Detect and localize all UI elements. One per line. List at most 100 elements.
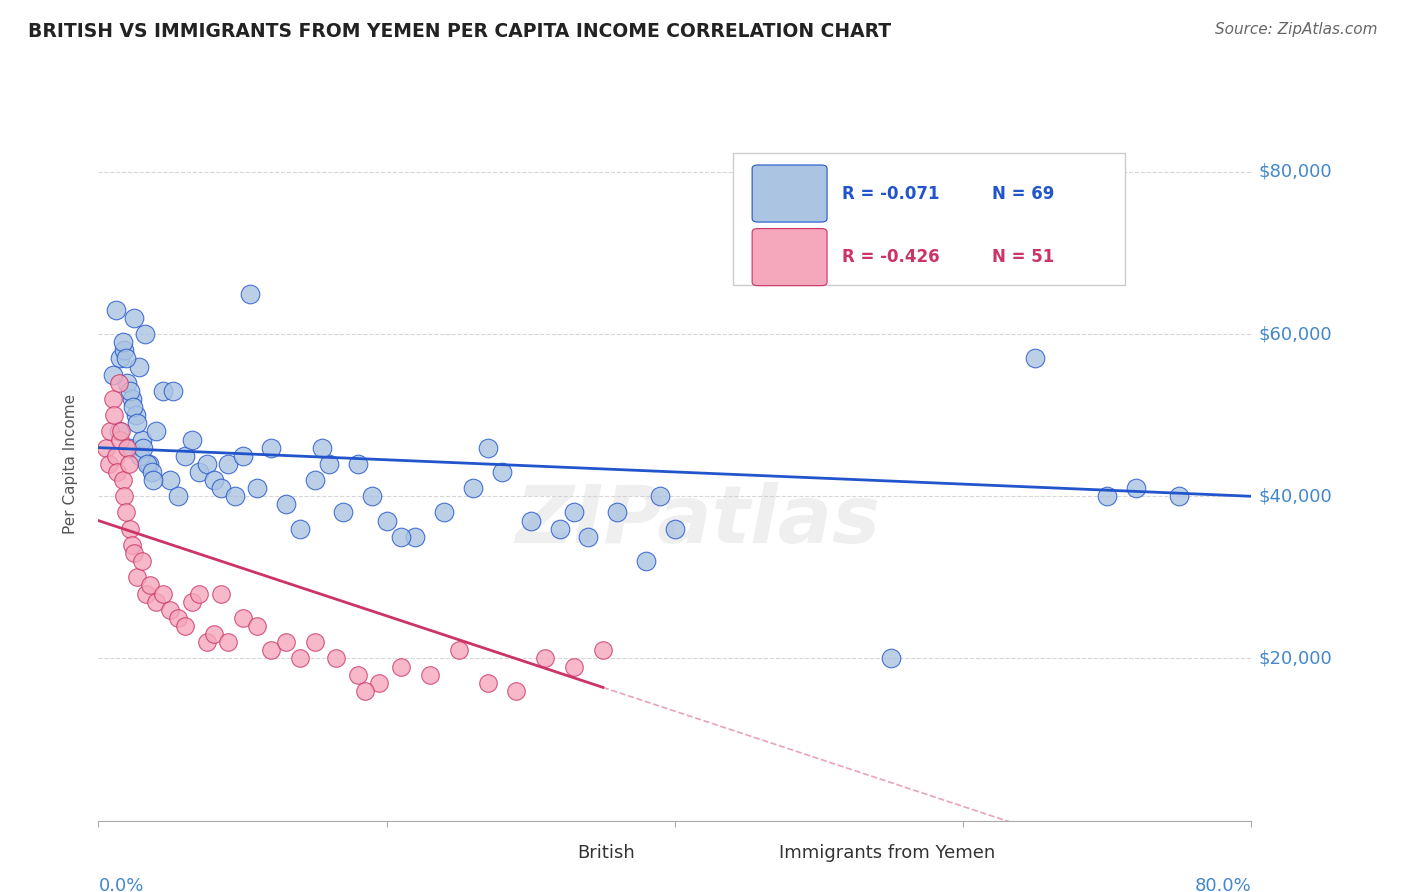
Point: [105, 465, 128, 479]
Point: [231, 611, 254, 625]
Point: [195, 635, 218, 649]
Text: British: British: [576, 844, 634, 862]
Point: [107, 425, 129, 439]
Point: [111, 335, 134, 350]
FancyBboxPatch shape: [752, 228, 827, 285]
Point: [389, 659, 412, 673]
Point: [174, 449, 197, 463]
Point: [318, 457, 340, 471]
Point: [138, 457, 160, 471]
Point: [112, 489, 135, 503]
Text: $60,000: $60,000: [1258, 325, 1331, 343]
Point: [477, 675, 499, 690]
Point: [112, 343, 135, 358]
Point: [129, 449, 152, 463]
Point: [1097, 489, 1119, 503]
Point: [114, 506, 136, 520]
Text: 80.0%: 80.0%: [1195, 878, 1251, 892]
Point: [650, 489, 672, 503]
Point: [325, 651, 347, 665]
Point: [125, 408, 148, 422]
Point: [311, 441, 333, 455]
Point: [101, 368, 124, 382]
Point: [114, 351, 136, 366]
Point: [246, 481, 269, 495]
Point: [231, 449, 254, 463]
Text: R = -0.426: R = -0.426: [842, 248, 939, 266]
Point: [195, 457, 218, 471]
Point: [118, 457, 141, 471]
Point: [505, 684, 527, 698]
Point: [209, 481, 232, 495]
Point: [534, 651, 557, 665]
Point: [145, 425, 167, 439]
Point: [461, 481, 484, 495]
Point: [121, 392, 143, 406]
Point: [389, 530, 412, 544]
Point: [124, 310, 146, 325]
Point: [134, 327, 156, 342]
Point: [181, 433, 204, 447]
Point: [346, 667, 368, 681]
Text: $80,000: $80,000: [1258, 163, 1331, 181]
Point: [224, 489, 246, 503]
Point: [447, 643, 470, 657]
Point: [117, 376, 138, 390]
Point: [131, 433, 153, 447]
Point: [548, 522, 571, 536]
Point: [108, 351, 131, 366]
Point: [159, 473, 181, 487]
Point: [491, 465, 513, 479]
Text: ZIPatlas: ZIPatlas: [516, 482, 880, 560]
Text: R = -0.071: R = -0.071: [842, 185, 939, 202]
Point: [592, 643, 614, 657]
Point: [1024, 351, 1046, 366]
Point: [111, 473, 134, 487]
Point: [121, 538, 143, 552]
Point: [562, 659, 585, 673]
Point: [202, 627, 225, 641]
Text: N = 69: N = 69: [993, 185, 1054, 202]
Point: [142, 473, 165, 487]
Point: [368, 675, 391, 690]
Point: [98, 425, 121, 439]
Point: [120, 522, 142, 536]
Point: [108, 433, 131, 447]
Point: [120, 384, 142, 398]
Point: [110, 425, 132, 439]
Point: [477, 441, 499, 455]
FancyBboxPatch shape: [508, 844, 571, 878]
Point: [520, 514, 543, 528]
Point: [166, 611, 188, 625]
Point: [375, 514, 398, 528]
Point: [127, 570, 149, 584]
Point: [107, 376, 129, 390]
Point: [124, 546, 146, 560]
Point: [118, 441, 141, 455]
Point: [433, 506, 456, 520]
Text: BRITISH VS IMMIGRANTS FROM YEMEN PER CAPITA INCOME CORRELATION CHART: BRITISH VS IMMIGRANTS FROM YEMEN PER CAP…: [28, 22, 891, 41]
Point: [354, 684, 377, 698]
Point: [166, 489, 188, 503]
Point: [162, 384, 184, 398]
Point: [117, 441, 138, 455]
Point: [1125, 481, 1147, 495]
Point: [94, 441, 117, 455]
Point: [576, 530, 599, 544]
Point: [135, 586, 157, 600]
Text: 0.0%: 0.0%: [98, 878, 143, 892]
Point: [101, 392, 124, 406]
Point: [181, 595, 204, 609]
Point: [139, 578, 162, 592]
Point: [217, 457, 239, 471]
Point: [188, 465, 211, 479]
FancyBboxPatch shape: [733, 153, 1125, 285]
Point: [332, 506, 354, 520]
Point: [202, 473, 225, 487]
Point: [405, 530, 427, 544]
Point: [131, 554, 153, 568]
Point: [274, 497, 297, 511]
Point: [419, 667, 441, 681]
Point: [346, 457, 368, 471]
Point: [274, 635, 297, 649]
